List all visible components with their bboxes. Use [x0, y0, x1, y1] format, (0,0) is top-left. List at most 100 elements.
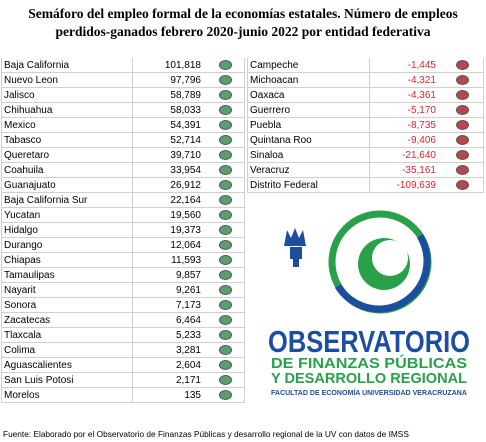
- employment-value: 58,033: [133, 103, 205, 118]
- indicator-dot: [219, 90, 232, 100]
- indicator-dot: [219, 60, 232, 70]
- indicator-dot: [219, 375, 232, 385]
- indicator-cell: [440, 58, 484, 73]
- logo-arc: [335, 234, 431, 313]
- state-name: Colima: [1, 343, 133, 358]
- indicator-dot: [219, 360, 232, 370]
- indicator-cell: [440, 163, 484, 178]
- employment-value: 39,710: [133, 148, 205, 163]
- employment-value: -8,735: [370, 118, 440, 133]
- employment-value: 22,164: [133, 193, 205, 208]
- employment-value: 135: [133, 388, 205, 403]
- indicator-cell: [205, 208, 245, 223]
- indicator-cell: [205, 253, 245, 268]
- indicator-dot: [456, 165, 469, 175]
- indicator-cell: [440, 88, 484, 103]
- employment-value: 2,604: [133, 358, 205, 373]
- indicator-dot: [219, 75, 232, 85]
- employment-value: 12,064: [133, 238, 205, 253]
- state-name: Nayarit: [1, 283, 133, 298]
- indicator-cell: [205, 88, 245, 103]
- state-name: Aguascalientes: [1, 358, 133, 373]
- indicator-dot: [456, 150, 469, 160]
- indicator-dot: [219, 225, 232, 235]
- indicator-dot: [456, 135, 469, 145]
- employment-value: -35,161: [370, 163, 440, 178]
- employment-value: -9,406: [370, 133, 440, 148]
- indicator-cell: [205, 298, 245, 313]
- indicator-dot: [219, 105, 232, 115]
- state-name: Tamaulipas: [1, 268, 133, 283]
- indicator-cell: [205, 73, 245, 88]
- indicator-dot: [456, 105, 469, 115]
- state-name: Michoacan: [247, 73, 370, 88]
- employment-value: 19,373: [133, 223, 205, 238]
- indicator-cell: [205, 133, 245, 148]
- indicator-cell: [440, 148, 484, 163]
- indicator-cell: [440, 103, 484, 118]
- logo-line: DE FINANZAS PÚBLICAS: [271, 354, 467, 372]
- state-name: Quintana Roo: [247, 133, 370, 148]
- state-name: Tabasco: [1, 133, 133, 148]
- state-name: Baja California: [1, 58, 133, 73]
- indicator-dot: [456, 180, 469, 190]
- state-name: Nuevo Leon: [1, 73, 133, 88]
- title-line: perdidos-ganados febrero 2020-junio 2022…: [55, 24, 431, 39]
- employment-value: 3,281: [133, 343, 205, 358]
- state-name: Queretaro: [1, 148, 133, 163]
- indicator-dot: [219, 285, 232, 295]
- state-name: Tlaxcala: [1, 328, 133, 343]
- indicator-cell: [205, 193, 245, 208]
- employment-value: 7,173: [133, 298, 205, 313]
- indicator-cell: [205, 178, 245, 193]
- employment-value: 11,593: [133, 253, 205, 268]
- state-name: Hidalgo: [1, 223, 133, 238]
- indicator-dot: [219, 255, 232, 265]
- indicator-cell: [205, 268, 245, 283]
- state-name: Chihuahua: [1, 103, 133, 118]
- indicator-cell: [440, 73, 484, 88]
- indicator-dot: [456, 75, 469, 85]
- state-name: Oaxaca: [247, 88, 370, 103]
- indicator-cell: [205, 118, 245, 133]
- indicator-dot: [219, 135, 232, 145]
- indicator-cell: [440, 178, 484, 193]
- indicator-cell: [205, 343, 245, 358]
- state-name: Jalisco: [1, 88, 133, 103]
- employment-value: 5,233: [133, 328, 205, 343]
- state-name: Zacatecas: [1, 313, 133, 328]
- indicator-dot: [219, 390, 232, 400]
- indicator-dot: [219, 315, 232, 325]
- employment-value: -5,170: [370, 103, 440, 118]
- indicator-dot: [219, 180, 232, 190]
- state-name: Guerrero: [247, 103, 370, 118]
- state-name: Veracruz: [247, 163, 370, 178]
- indicator-dot: [219, 210, 232, 220]
- indicator-cell: [205, 223, 245, 238]
- state-name: Coahuila: [1, 163, 133, 178]
- employment-value: 6,464: [133, 313, 205, 328]
- state-name: Campeche: [247, 58, 370, 73]
- indicator-dot: [219, 300, 232, 310]
- indicator-dot: [219, 330, 232, 340]
- indicator-cell: [205, 313, 245, 328]
- state-name: Chiapas: [1, 253, 133, 268]
- employment-value: 97,796: [133, 73, 205, 88]
- employment-value: 9,261: [133, 283, 205, 298]
- indicator-dot: [219, 150, 232, 160]
- employment-value: 26,912: [133, 178, 205, 193]
- indicator-cell: [205, 58, 245, 73]
- indicator-cell: [440, 133, 484, 148]
- footer-source: Fuente: Elaborado por el Observatorio de…: [3, 429, 409, 439]
- indicator-cell: [205, 238, 245, 253]
- state-name: Morelos: [1, 388, 133, 403]
- indicator-dot: [456, 90, 469, 100]
- title-line: Semáforo del empleo formal de la economí…: [28, 6, 458, 21]
- indicator-cell: [205, 328, 245, 343]
- indicator-cell: [205, 163, 245, 178]
- indicator-cell: [205, 358, 245, 373]
- state-name: Yucatan: [1, 208, 133, 223]
- logo-name: OBSERVATORIO: [268, 324, 470, 359]
